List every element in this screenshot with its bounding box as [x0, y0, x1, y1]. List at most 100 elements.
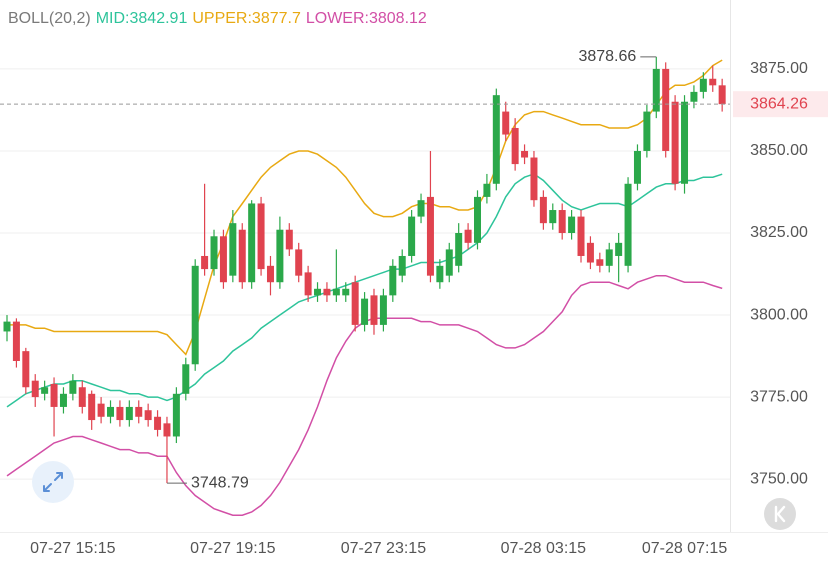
- max-label: 3878.66: [578, 48, 636, 65]
- candle-body: [219, 236, 227, 283]
- expand-button-bg[interactable]: [32, 461, 74, 503]
- candle-body: [210, 236, 218, 270]
- candle-body: [285, 229, 293, 250]
- last-price-label: 3864.26: [750, 95, 808, 112]
- candle-body: [558, 210, 566, 234]
- candle-body: [426, 196, 434, 276]
- candle-body: [257, 203, 265, 270]
- legend-name: MID:: [96, 10, 130, 27]
- candle-body: [417, 200, 425, 217]
- legend-name: UPPER:: [192, 10, 252, 27]
- y-tick-label: 3850.00: [750, 142, 808, 159]
- min-label: 3748.79: [191, 474, 249, 491]
- candle-body: [304, 272, 312, 296]
- candle-body: [568, 216, 576, 234]
- candle-body: [248, 203, 256, 283]
- x-tick-label: 07-28 03:15: [501, 540, 587, 557]
- candle-body: [12, 321, 20, 361]
- candle-body: [59, 393, 67, 407]
- y-tick-label: 3750.00: [750, 470, 808, 487]
- candles: [3, 56, 726, 484]
- indicator-label: BOLL(20,2): [8, 10, 91, 27]
- candle-body: [3, 321, 11, 332]
- back-button[interactable]: [764, 498, 796, 530]
- candle-body: [238, 229, 246, 283]
- candle-body: [464, 229, 472, 243]
- candle-body: [351, 282, 359, 325]
- y-tick-label: 3825.00: [750, 224, 808, 241]
- x-tick-label: 07-27 15:15: [30, 540, 116, 557]
- candle-body: [408, 216, 416, 256]
- candle-body: [389, 265, 397, 296]
- legend-value: 3877.7: [252, 10, 301, 27]
- back-button-bg[interactable]: [764, 498, 796, 530]
- candle-body: [652, 68, 660, 112]
- candle-body: [474, 196, 481, 243]
- candle-body: [643, 111, 651, 151]
- candle-body: [370, 295, 378, 325]
- candle-body: [586, 242, 594, 263]
- candle-body: [530, 157, 538, 201]
- candle-body: [455, 233, 463, 266]
- candle-body: [201, 255, 209, 270]
- labels: 3750.00 3775.00 3800.00 3825.00 3850.00 3875.…: [0, 48, 828, 557]
- x-tick-label: 07-28 07:15: [642, 540, 728, 557]
- candle-body: [398, 255, 406, 276]
- candle-body: [323, 288, 331, 296]
- candle-body: [41, 387, 49, 394]
- band-line: [7, 59, 723, 356]
- candle-body: [88, 393, 96, 421]
- y-tick-label: 3775.00: [750, 388, 808, 405]
- expand-icon: [43, 472, 63, 492]
- x-tick-label: 07-27 23:15: [341, 540, 427, 557]
- candle-body: [342, 288, 350, 296]
- candle-body: [69, 380, 77, 394]
- candle-body: [662, 68, 670, 151]
- candle-body: [31, 380, 39, 398]
- candle-body: [229, 223, 237, 276]
- back-icon: [774, 505, 786, 523]
- candle-body: [577, 216, 585, 256]
- candle-body: [511, 127, 519, 165]
- candle-body: [50, 383, 58, 407]
- x-tick-label: 07-27 19:15: [190, 540, 276, 557]
- candle-body: [172, 393, 180, 437]
- candle-body: [276, 229, 284, 283]
- candle-body: [633, 150, 641, 184]
- legend-value: 3808.12: [369, 10, 427, 27]
- candle-body: [718, 85, 726, 105]
- candle-body: [492, 95, 500, 184]
- candle-body: [191, 265, 199, 365]
- candle-body: [125, 406, 133, 421]
- expand-button[interactable]: [32, 461, 74, 503]
- candle-body: [361, 298, 369, 325]
- candle-body: [78, 387, 86, 407]
- candle-body: [690, 91, 698, 102]
- candle-body: [605, 249, 613, 266]
- candle-body: [107, 406, 115, 417]
- candle-body: [97, 403, 105, 417]
- candle-body: [709, 78, 717, 86]
- candle-body: [379, 295, 387, 325]
- candle-body: [436, 265, 444, 283]
- candle-body: [624, 183, 632, 266]
- candle-body: [596, 259, 604, 266]
- last-price-tag: [733, 91, 828, 118]
- candle-body: [699, 78, 707, 92]
- candle-body: [154, 416, 162, 430]
- candle-body: [502, 111, 510, 135]
- candle-body: [539, 196, 547, 224]
- candle-body: [445, 249, 453, 276]
- candle-body: [22, 351, 30, 388]
- legend: BOLL(20,2) MID:3842.91 UPPER:3877.7 LOWER:3…: [8, 10, 427, 27]
- candle-body: [671, 101, 679, 184]
- candle-body: [182, 364, 190, 394]
- grid: [0, 68, 730, 480]
- candle-body: [521, 150, 529, 158]
- candle-body: [314, 288, 322, 296]
- candle-body: [144, 410, 152, 421]
- candle-body: [295, 249, 303, 276]
- candle-body: [135, 406, 143, 417]
